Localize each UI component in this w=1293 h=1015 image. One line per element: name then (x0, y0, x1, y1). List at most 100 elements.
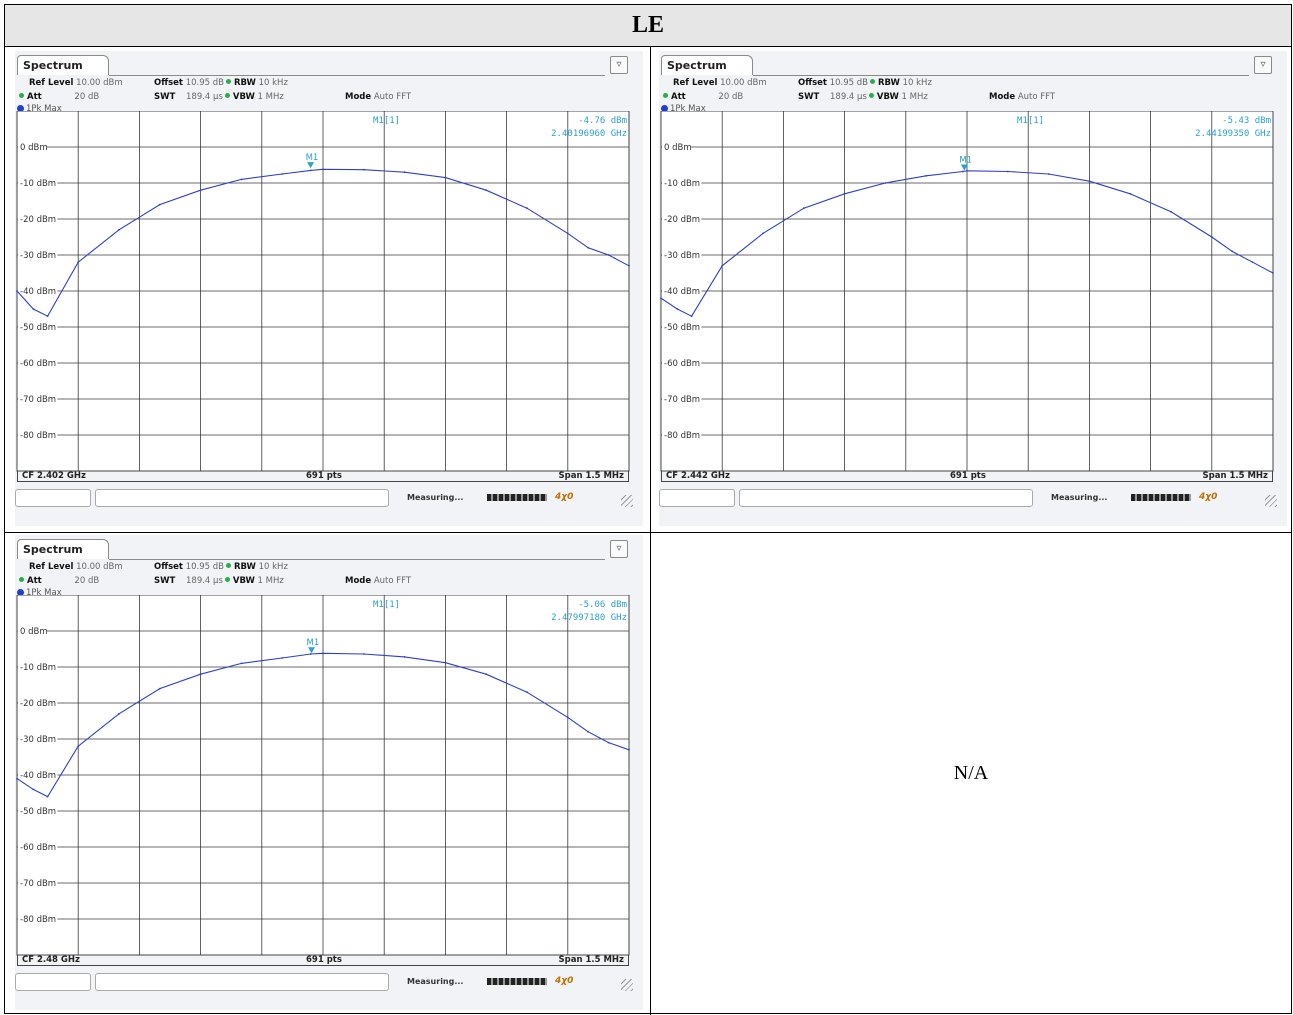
trace-point (16, 777, 18, 780)
y-tick-label: -30 dBm (664, 251, 700, 261)
trace-point (485, 673, 488, 676)
mode-row: Mode Auto FFT (345, 92, 411, 102)
trace-point (721, 264, 724, 267)
y-tick-label: -70 dBm (664, 395, 700, 405)
y-tick-label: -60 dBm (664, 359, 700, 369)
trace-point (77, 261, 80, 264)
resize-grip-icon[interactable] (621, 979, 633, 991)
swt-row: SWT 189.4 µs VBW 1 MHz (154, 92, 284, 102)
spectrum-panel-3: Spectrum ▿ Ref Level 10.00 dBm Offset 10… (15, 535, 643, 1010)
mode-row: Mode Auto FFT (989, 92, 1055, 102)
vbw-value: 1 MHz (257, 92, 284, 102)
table-title: LE (5, 5, 1291, 47)
trace-label: 1Pk Max (17, 588, 62, 598)
tab-spectrum[interactable]: Spectrum (17, 55, 109, 75)
column-divider (650, 47, 651, 1015)
trace-point (966, 169, 968, 172)
status-field-2[interactable] (95, 973, 389, 991)
ref-level-row: Ref Level 10.00 dBm (29, 78, 123, 88)
trace-point (309, 169, 312, 172)
spectrum-window: Spectrum ▿ Ref Level 10.00 dBm Offset 10… (15, 535, 643, 1010)
y-tick-label-bg (662, 177, 702, 188)
status-field-1[interactable] (15, 973, 91, 991)
trace-line (16, 652, 630, 798)
y-tick-label-bg (18, 805, 58, 816)
mode-value: Auto FFT (373, 92, 412, 102)
measuring-text: Measuring... (407, 977, 464, 986)
y-tick-label: -20 dBm (664, 215, 700, 225)
status-field-2[interactable] (739, 489, 1033, 507)
menu-icon[interactable]: ▿ (610, 540, 628, 558)
ref-level-label: Ref Level (29, 78, 74, 88)
offset-row: Offset 10.95 dB RBW 10 kHz (798, 78, 932, 88)
y-tick-label-bg (18, 177, 58, 188)
trace-point (884, 182, 887, 184)
y-tick-label: -30 dBm (20, 735, 56, 745)
center-frequency: CF 2.48 GHz (22, 955, 80, 965)
spectrum-plot: 0 dBm -10 dBm -20 dBm -30 dBm -40 dBm -50 dBm… (660, 111, 1274, 472)
y-tick-label-bg (18, 733, 58, 744)
y-tick-label-bg (662, 357, 702, 368)
status-field-2[interactable] (95, 489, 389, 507)
y-tick-label: -10 dBm (664, 179, 700, 189)
swt-label: SWT (154, 576, 176, 586)
att-label: Att (27, 92, 42, 102)
trace-point (281, 173, 284, 175)
mode-value: Auto FFT (373, 576, 412, 586)
offset-label: Offset (154, 78, 183, 88)
plot-footer: CF 2.402 GHz 691 pts Span 1.5 MHz (17, 471, 629, 482)
att-label: Att (27, 576, 42, 586)
offset-label: Offset (798, 78, 827, 88)
y-tick-label-bg (18, 249, 58, 260)
trace-point (362, 653, 365, 655)
trace-point (118, 228, 120, 231)
y-tick-label: -60 dBm (20, 359, 56, 369)
tab-spectrum[interactable]: Spectrum (661, 55, 753, 75)
tab-spectrum[interactable]: Spectrum (17, 539, 109, 559)
sweep-status-icon: 4χ0 (1199, 492, 1218, 502)
ref-level-row: Ref Level 10.00 dBm (29, 562, 123, 572)
status-field-1[interactable] (659, 489, 735, 507)
swt-row: SWT 189.4 µs VBW 1 MHz (154, 576, 284, 586)
trace-point (1251, 261, 1254, 264)
status-dot (869, 79, 875, 84)
center-frequency: CF 2.402 GHz (22, 471, 86, 481)
status-bar: Measuring... 4χ0 (659, 489, 1287, 509)
resize-grip-icon[interactable] (1265, 495, 1277, 507)
sweep-points: 691 pts (306, 955, 342, 965)
status-field-1[interactable] (15, 489, 91, 507)
att-row: Att 20 dB (17, 576, 99, 586)
ref-level-value: 10.00 dBm (720, 78, 767, 88)
progress-bar (487, 494, 547, 501)
status-dot (224, 577, 230, 582)
y-tick-label: -50 dBm (20, 807, 56, 817)
swt-value: 189.4 µs (830, 92, 867, 102)
plot-footer: CF 2.442 GHz 691 pts Span 1.5 MHz (661, 471, 1273, 482)
trace-point (1231, 250, 1234, 253)
marker-readout-frequency: 2.44199350 GHz (1195, 129, 1271, 139)
y-tick-label: -60 dBm (20, 843, 56, 853)
marker-tag: M1 (306, 638, 319, 648)
resize-grip-icon[interactable] (621, 495, 633, 507)
y-tick-label-bg (662, 321, 702, 332)
sweep-status-icon: 4χ0 (555, 492, 574, 502)
trace-point (240, 178, 243, 181)
vbw-value: 1 MHz (257, 576, 284, 586)
menu-icon[interactable]: ▿ (1254, 56, 1272, 74)
y-tick-label: 0 dBm (20, 627, 48, 637)
y-tick-label-bg (662, 249, 702, 260)
ref-level-value: 10.00 dBm (76, 78, 123, 88)
trace-point (660, 297, 662, 300)
trace-point (566, 716, 569, 719)
status-dot (663, 93, 668, 98)
rbw-label: RBW (233, 562, 256, 572)
ref-level-label: Ref Level (673, 78, 718, 88)
offset-value: 10.95 dB (829, 78, 868, 88)
trace-point (444, 176, 447, 179)
trace-point (32, 788, 35, 791)
spectrum-window: Spectrum ▿ Ref Level 10.00 dBm Offset 10… (15, 51, 643, 526)
menu-icon[interactable]: ▿ (610, 56, 628, 74)
mode-label: Mode (345, 92, 372, 102)
trace-point (485, 189, 488, 192)
trace-point (802, 207, 805, 210)
